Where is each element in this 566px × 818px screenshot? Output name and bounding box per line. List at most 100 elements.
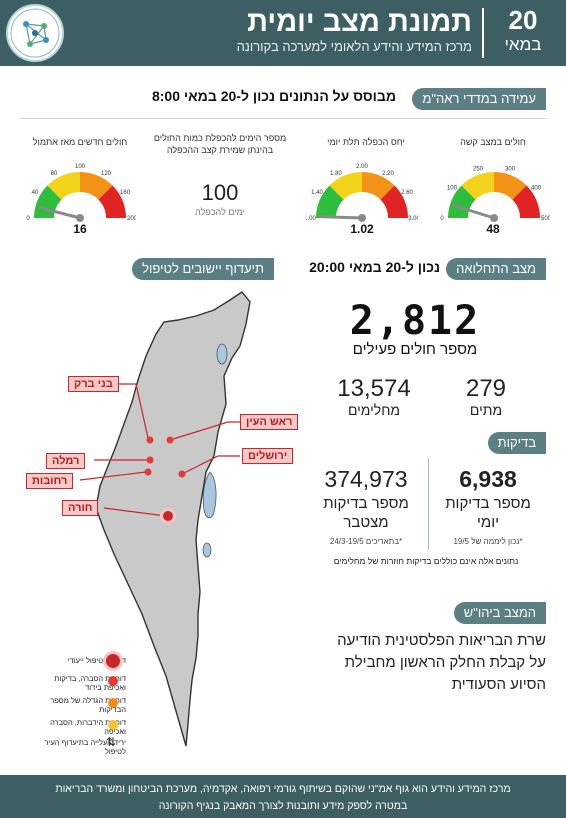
gauge-tick-label: 120 (101, 171, 112, 177)
judea-pill: המצב ביהו"ש (453, 602, 546, 624)
daily-tests-note: *נכון ליממה של 19/5 (453, 537, 523, 546)
gauge-tick-label: 1.40 (311, 190, 323, 196)
legend-dot-dedicated (106, 654, 120, 668)
gauge-tick-label: 2.20 (382, 171, 394, 177)
gauge-segment (98, 185, 126, 218)
gauge-needle (452, 204, 496, 220)
total-tests-note: *בתאריכים 24/3-19/5 (329, 537, 403, 546)
gauge-tick-label: 100 (447, 185, 458, 191)
leader-jerusalem (181, 455, 240, 475)
active-cases-label: מספר חולים פעילים (352, 341, 478, 358)
header-divider (482, 8, 484, 58)
gauge-doubling-ratio: 1.00 1.40 1.80 2.00 2.20 2.60 3.00 (306, 164, 418, 222)
date-day: 20 (508, 5, 538, 35)
outbreak-note: נכון ל-20 במאי 20:00 (309, 259, 440, 275)
legend-dot-awareness (108, 676, 118, 686)
total-tests-value: 374,973 (324, 466, 408, 492)
judea-text: שרת הבריאות הפלסטינית הודיעה על קבלת החל… (318, 630, 546, 696)
gauge-segment (512, 185, 540, 218)
legend-row: דורשת הסברה, בדיקות ואכיפת בידוד (30, 674, 126, 692)
gauge-tick-label: 80 (51, 171, 58, 177)
legend-label: דורשת הידברות, הסברה ואכיפה (50, 718, 126, 736)
gauge-tick-label: 3.00 (408, 216, 418, 222)
gauge-segment (47, 172, 80, 200)
daily-tests-value: 6,938 (459, 466, 517, 492)
deaths-value: 279 (465, 375, 507, 402)
outbreak-pill: מצב התחלואה (446, 258, 546, 280)
gauge-segment (494, 172, 527, 200)
gauge-needle (37, 206, 82, 220)
gauge-value-new-cases: 16 (73, 222, 87, 236)
gauge-hub (490, 214, 498, 222)
gauge-tick-label: 500 (541, 216, 550, 222)
gauge-tick-label: 100 (75, 164, 86, 170)
legend-label: דורשת הגדלה של מספר הבדיקות (50, 696, 126, 714)
gauge-tick-label: 2.60 (401, 190, 413, 196)
gauge-label-severe: חולים במצב קשה (460, 137, 526, 147)
total-tests-label-1: מספר בדיקות (323, 495, 409, 512)
gauge-tick-label: 160 (120, 190, 131, 196)
legend-row: דורשת הגדלה של מספר הבדיקות (30, 696, 126, 714)
legend-label: דורשת הסברה, בדיקות ואכיפת בידוד (54, 674, 126, 692)
gauge-segment (461, 172, 494, 200)
city-label-ramla: רמלה (46, 453, 86, 469)
judea-line: שרת הבריאות הפלסטינית הודיעה (337, 632, 546, 649)
legend-row: דורשת הידברות, הסברה ואכיפה (30, 718, 126, 736)
gauge-severe: 0 100 250 300 400 500 (440, 167, 550, 222)
dead-sea-south (202, 542, 212, 558)
gauge-value-doubling-ratio: 1.02 (350, 222, 374, 236)
gauge-segment (380, 185, 408, 218)
gauge-hub (76, 214, 84, 222)
gauge-tick-label: 300 (505, 167, 516, 173)
city-leaders (79, 383, 240, 517)
recovered-label: מחלימים (347, 402, 401, 418)
israel-map (79, 291, 251, 747)
gauge-value-severe: 48 (486, 222, 500, 236)
gauge-hub (358, 214, 366, 222)
sea-of-galilee (216, 343, 228, 365)
gauge-tick-label: 250 (473, 167, 484, 173)
center-logo (6, 4, 64, 62)
legend-label: דורשת טיפול ייעודי (67, 656, 126, 665)
indices-pill: עמידה במדדי ראה"מ (412, 88, 546, 110)
total-tests-label-2: מצטבר (343, 514, 389, 531)
page-subtitle: מרכז המידע והידע הלאומי למערכה בקורונה (236, 39, 472, 54)
gauge-tick-label: 400 (531, 185, 542, 191)
gauge-needle (318, 215, 364, 220)
city-dot-jerusalem (178, 470, 186, 478)
gauge-label-doubling-ratio: יחס הכפלה תלת יומי (327, 137, 405, 147)
city-dot-ramla (146, 456, 154, 464)
city-label-hura: חורה (62, 500, 99, 516)
legend-row: דורשת טיפול ייעודי (30, 656, 126, 665)
tests-pill: בדיקות (487, 432, 546, 454)
header-bar: תמונת מצב יומית מרכז המידע והידע הלאומי … (0, 0, 566, 66)
city-label-rosh-haayin: ראש העין (240, 414, 299, 430)
gauge-segment (34, 185, 62, 218)
gauge-tick-label: 1.80 (330, 171, 342, 177)
daily-tests-label-2: יומי (477, 514, 499, 531)
gauge-segment (316, 185, 344, 218)
city-dot-hura (163, 511, 173, 521)
daily-tests-label-1: מספר בדיקות (445, 495, 531, 512)
judea-line: על קבלת החלק הראשון מחבילת (344, 654, 546, 671)
gauge-tick-label: 40 (32, 190, 39, 196)
city-dot-rosh-haayin (166, 436, 174, 444)
footer-bar: מרכז המידע והידע הוא גוף אמ"ני שהוקם בשי… (0, 775, 566, 818)
legend-row: ירידה/עלייה בתיעדוף העיר לטיפול (30, 738, 126, 756)
legend-dot-dialogue (108, 720, 118, 730)
dead-sea (202, 471, 217, 519)
indices-note: מבוסס על הנתונים נכון ל-20 במאי 8:00 (151, 88, 396, 104)
map-pill: תיעדוף יישובים לטיפול (132, 258, 274, 280)
tests-footnote: נתונים אלה אינם כוללים בדיקות חוזרות של … (333, 556, 519, 566)
legend-dot-testing (108, 698, 118, 708)
gauge-segment (329, 172, 362, 200)
section-divider (20, 118, 546, 119)
gauge-segment (362, 172, 395, 200)
doubling-days-label: מספר הימים להכפלת כמות החולים בהינתן שמי… (153, 133, 287, 155)
leader-rosh-haayin (169, 421, 240, 441)
recovered-value: 13,574 (337, 375, 411, 402)
gauge-tick-label: 200 (127, 216, 136, 222)
date-month: במאי (504, 35, 542, 54)
leader-bnei-brak (114, 383, 149, 439)
page-title: תמונת מצב יומית (247, 6, 472, 38)
